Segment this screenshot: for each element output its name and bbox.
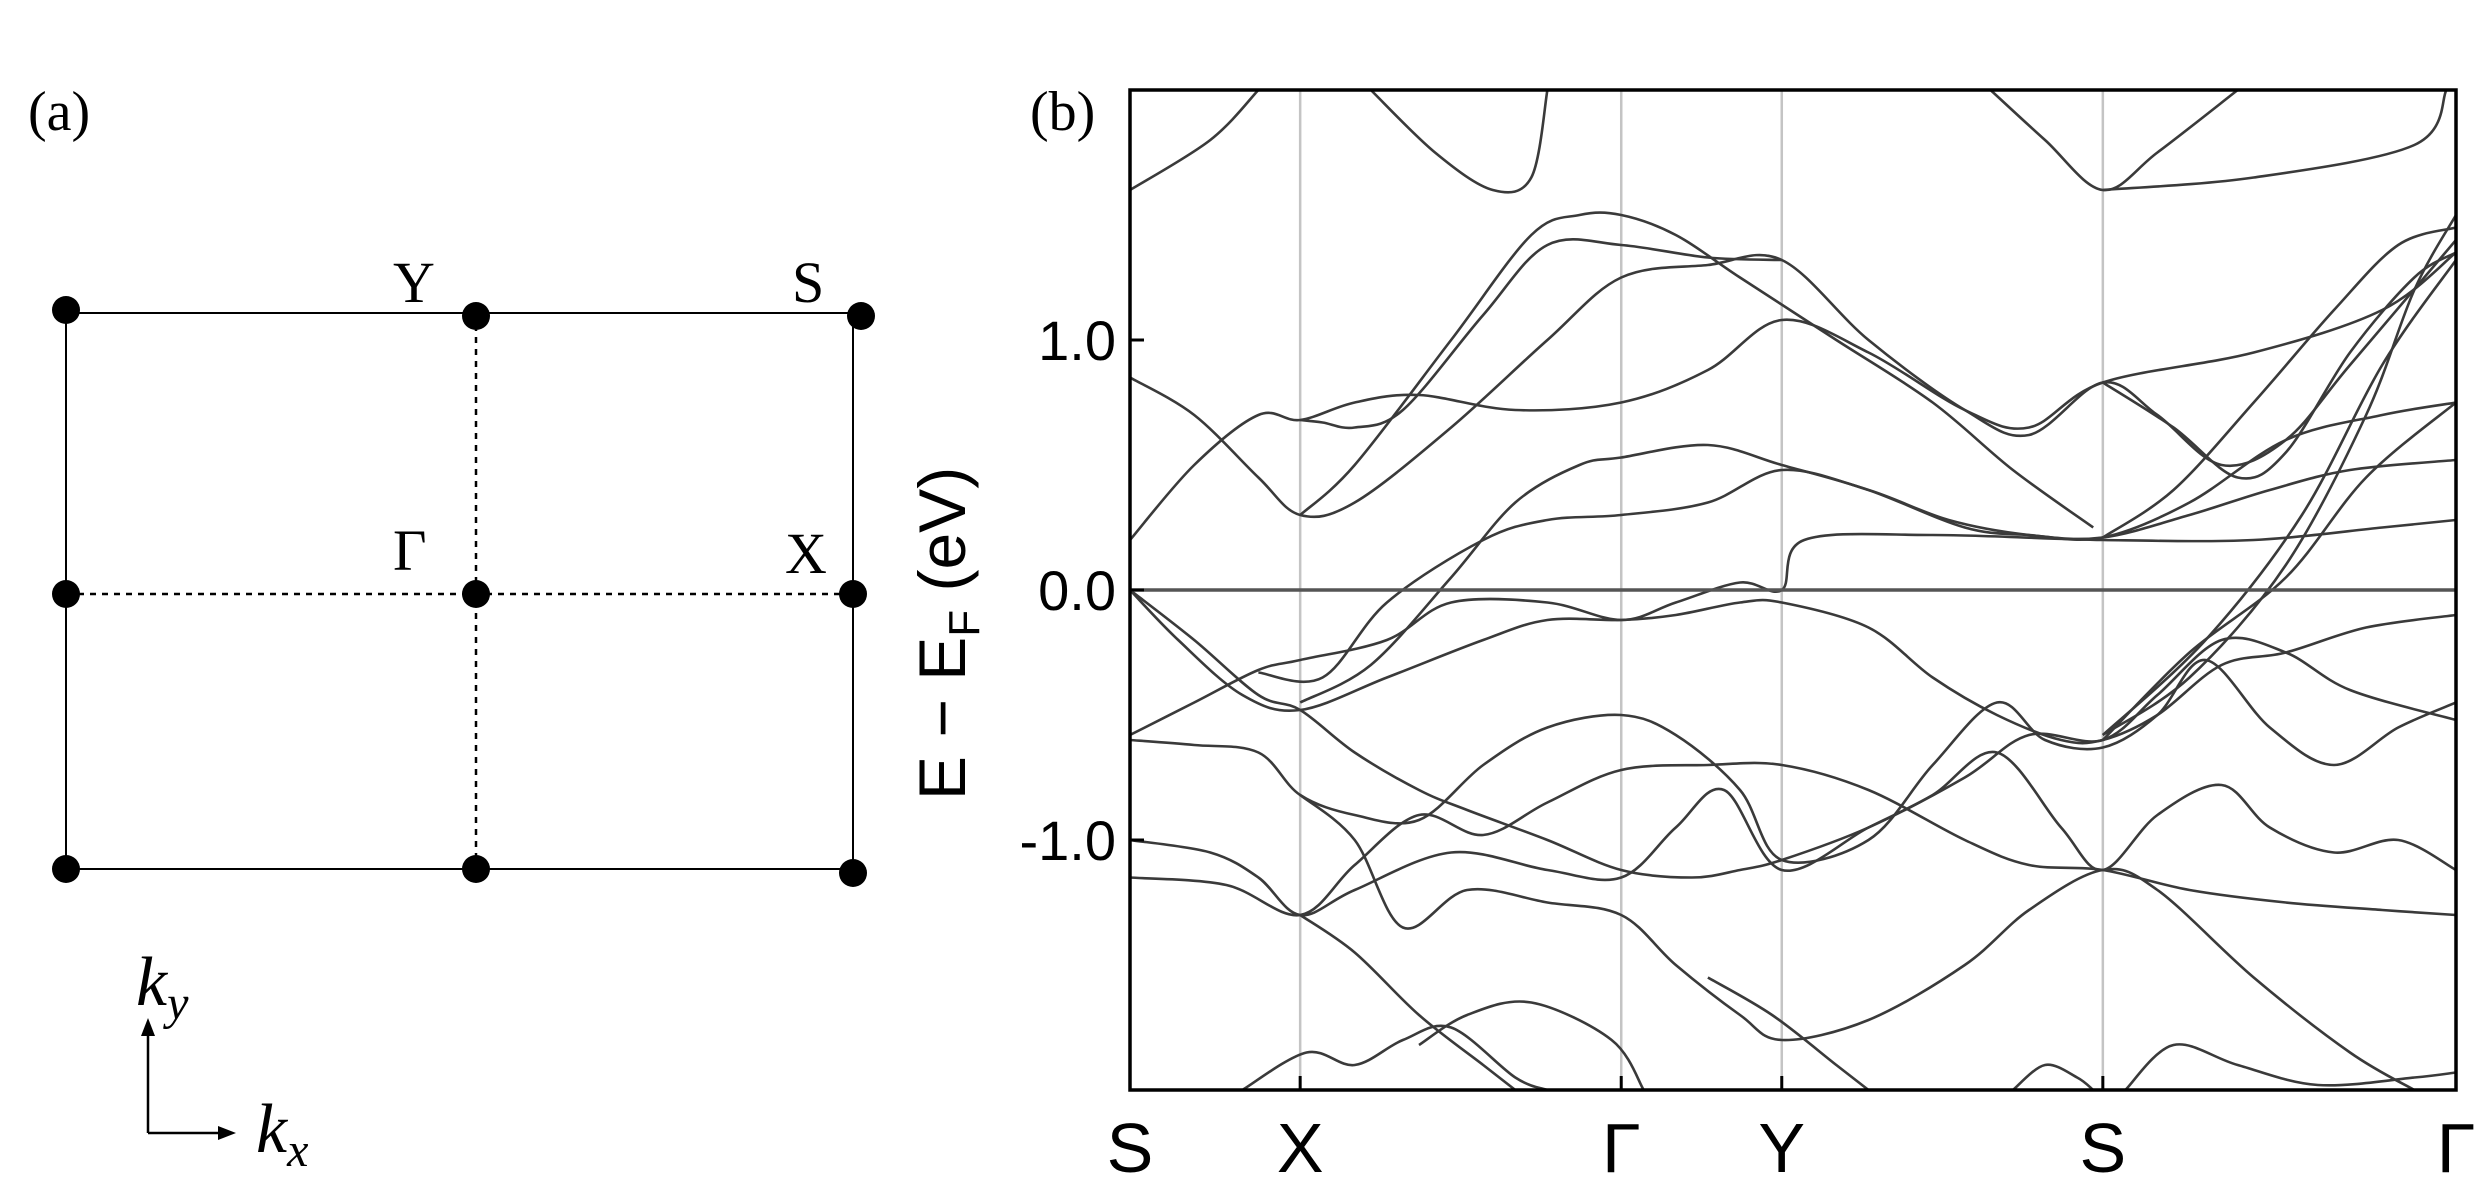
ky-arrowhead	[141, 1018, 155, 1036]
band-18	[1241, 1024, 1548, 1090]
ky-label-sub: y	[162, 977, 189, 1030]
kx-label-sub: x	[286, 1124, 308, 1177]
bz-label-gamma: Γ	[393, 518, 427, 583]
brillouin-zone: Y S Γ X	[52, 250, 875, 887]
band-24	[2102, 214, 2456, 737]
bz-point-bottom-right	[839, 859, 867, 887]
band-15	[1130, 761, 2456, 917]
y-axis-label-unit: (eV)	[905, 467, 979, 610]
x-tick-label-2: Γ	[1602, 1109, 1641, 1187]
band-17	[1299, 913, 1517, 1090]
band-27	[2102, 226, 2456, 539]
x-tick-label-0: S	[1107, 1109, 1154, 1187]
y-tick-label-2: -1.0	[1020, 809, 1117, 872]
ky-label: ky	[136, 944, 189, 1030]
kx-arrowhead	[218, 1126, 236, 1140]
band-lines	[1130, 90, 2456, 1090]
band-4	[1130, 239, 2456, 519]
band-2	[1989, 90, 2239, 192]
x-tick-label-3: Y	[1758, 1109, 1805, 1187]
band-13	[1130, 658, 2456, 864]
bz-label-s: S	[792, 250, 824, 315]
band-20	[1707, 976, 1870, 1090]
band-1	[1369, 90, 1549, 194]
y-ticks: 1.0 0.0 -1.0	[1020, 309, 1144, 872]
bz-boundary	[65, 312, 854, 870]
x-tick-label-4: S	[2079, 1109, 2126, 1187]
bz-point-top-left	[52, 296, 80, 324]
band-28	[2102, 251, 2456, 480]
band-9	[1258, 458, 2456, 683]
x-tick-label-1: X	[1277, 1109, 1324, 1187]
band-3	[2102, 90, 2448, 192]
y-axis-label: E − EF (eV)	[905, 467, 989, 800]
band-0	[1130, 90, 1260, 192]
band-10	[1130, 518, 2456, 737]
y-tick-label-1: 0.0	[1038, 559, 1116, 622]
band-22	[2124, 1043, 2456, 1090]
bz-point-y	[462, 302, 490, 330]
x-tick-label-5: Γ	[2437, 1109, 2476, 1187]
bz-label-x: X	[785, 521, 827, 586]
ky-label-k: k	[136, 944, 169, 1021]
kx-label-k: k	[256, 1091, 289, 1168]
y-axis-label-main: E − E	[905, 637, 979, 800]
band-21	[2012, 1063, 2095, 1090]
kx-label: kx	[256, 1091, 308, 1177]
panel-b-label: (b)	[1030, 81, 1095, 143]
bz-point-gamma	[462, 580, 490, 608]
band-11	[1130, 588, 2456, 879]
band-7	[1299, 211, 2094, 529]
band-25	[2101, 259, 2456, 736]
bz-label-y: Y	[393, 250, 435, 315]
band-19	[1418, 1000, 1645, 1090]
bz-point-mid-left	[52, 580, 80, 608]
band-14	[1130, 750, 2456, 917]
band-5	[1130, 251, 2456, 541]
band-8	[1299, 401, 2456, 704]
panel-a-label: (a)	[28, 81, 90, 143]
band-6	[1300, 238, 1782, 430]
bz-point-bottom-mid	[462, 855, 490, 883]
band-12	[1130, 589, 2456, 745]
y-axis-label-sub: F	[940, 610, 989, 637]
bz-point-bottom-left	[52, 855, 80, 883]
band-plot: 1.0 0.0 -1.0 S X Γ Y S Γ	[1020, 88, 2476, 1187]
y-tick-label-0: 1.0	[1038, 309, 1116, 372]
bz-point-x	[839, 580, 867, 608]
bz-point-s	[847, 302, 875, 330]
k-axes: ky kx	[136, 944, 308, 1177]
band-26	[2101, 401, 2456, 741]
band-16	[1299, 793, 2415, 1090]
